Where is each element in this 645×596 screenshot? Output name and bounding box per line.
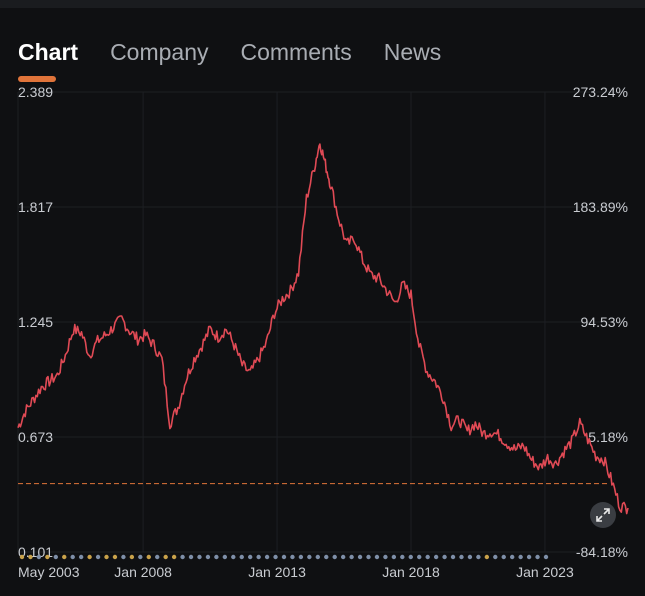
- price-chart[interactable]: 2.389 1.817 1.245 0.673 0.101 273.24% 183.89% 9…: [0, 80, 645, 591]
- x-tick-label: Jan 2008: [114, 564, 172, 580]
- event-marker-dot: [484, 554, 490, 560]
- event-marker-dot: [459, 554, 464, 560]
- expand-chart-button[interactable]: [590, 502, 616, 528]
- event-marker-dot: [155, 554, 160, 560]
- event-marker-dot: [433, 554, 439, 560]
- event-marker-dot: [383, 554, 388, 560]
- event-marker-dot: [171, 554, 177, 560]
- event-marker-dot: [104, 554, 109, 560]
- event-marker-dot: [112, 554, 118, 560]
- y-tick-label-left: 2.389: [18, 84, 53, 100]
- event-marker-dot: [281, 554, 287, 560]
- event-marker-dot: [197, 554, 202, 560]
- event-marker-dot: [188, 554, 194, 560]
- event-marker-dot: [374, 554, 380, 560]
- event-marker-dot: [45, 554, 50, 560]
- event-marker-dot: [273, 554, 278, 560]
- event-marker-dot: [526, 554, 532, 560]
- event-marker-dot: [535, 554, 540, 560]
- event-marker-dot: [450, 554, 456, 560]
- event-marker-dot: [205, 554, 211, 560]
- expand-arrows-icon: [596, 508, 610, 522]
- event-marker-dot: [476, 554, 481, 560]
- tab-chart[interactable]: Chart: [18, 36, 78, 82]
- y-tick-label-right: 94.53%: [581, 314, 628, 330]
- event-marker-dot: [222, 554, 228, 560]
- event-marker-dot: [146, 554, 151, 560]
- event-marker-dot: [138, 554, 143, 560]
- event-marker-dot: [493, 554, 498, 560]
- event-marker-dot: [121, 554, 126, 560]
- y-tick-label-right: -84.18%: [576, 544, 628, 560]
- price-series-line: [17, 143, 629, 515]
- event-marker-dot: [442, 554, 447, 560]
- event-marker-dot: [417, 554, 422, 560]
- event-marker-dot: [425, 554, 430, 560]
- event-marker-dot: [501, 554, 506, 560]
- event-marker-dot: [129, 554, 135, 560]
- event-marker-dot: [298, 554, 304, 560]
- event-marker-dot: [290, 554, 295, 560]
- event-marker-dot: [180, 554, 185, 560]
- x-tick-label: Jan 2023: [516, 564, 574, 580]
- chart-svg: 2.389 1.817 1.245 0.673 0.101 273.24% 183.89% 9…: [17, 84, 629, 580]
- y-tick-label-left: 0.101: [18, 544, 53, 560]
- top-bar: [0, 0, 645, 8]
- event-marker-dot: [256, 554, 261, 560]
- event-marker-dot: [70, 554, 75, 560]
- event-marker-dot: [247, 554, 253, 560]
- x-tick-label: May 2003: [18, 564, 80, 580]
- tab-company[interactable]: Company: [110, 39, 209, 65]
- event-marker-dot: [87, 554, 92, 560]
- event-marker-dot: [214, 554, 219, 560]
- event-marker-dot: [62, 554, 67, 560]
- event-marker-dot: [163, 554, 168, 560]
- event-marker-dot: [95, 554, 101, 560]
- event-marker-dot: [19, 554, 25, 560]
- tab-bar: Chart Company Comments News: [18, 36, 473, 82]
- x-tick-label: Jan 2018: [382, 564, 440, 580]
- event-marker-dot: [307, 554, 312, 560]
- event-marker-dot: [408, 554, 413, 560]
- event-marker-dot: [366, 554, 371, 560]
- event-marker-dot: [400, 554, 405, 560]
- y-tick-label-right: 273.24%: [573, 84, 628, 100]
- event-marker-dot: [231, 554, 236, 560]
- tab-news[interactable]: News: [383, 39, 442, 65]
- event-marker-dot: [53, 554, 59, 560]
- event-marker-dot: [239, 554, 244, 560]
- event-marker-dot: [324, 554, 329, 560]
- event-marker-dot: [509, 554, 515, 560]
- y-tick-label-right: 183.89%: [573, 199, 628, 215]
- event-marker-dot: [391, 554, 397, 560]
- event-marker-dot: [467, 554, 473, 560]
- event-marker-dot: [357, 554, 363, 560]
- event-marker-dot: [264, 554, 270, 560]
- event-marker-dot: [349, 554, 354, 560]
- tab-comments[interactable]: Comments: [240, 39, 352, 65]
- x-tick-label: Jan 2013: [248, 564, 306, 580]
- y-tick-label-left: 0.673: [18, 429, 53, 445]
- y-tick-label-right: 5.18%: [588, 429, 628, 445]
- event-marker-dot: [518, 554, 523, 560]
- event-marker-dot: [543, 554, 549, 560]
- event-marker-dot: [36, 554, 42, 560]
- y-tick-label-left: 1.245: [18, 314, 53, 330]
- event-marker-dot: [78, 554, 84, 560]
- y-tick-label-left: 1.817: [18, 199, 53, 215]
- event-marker-dot: [340, 554, 346, 560]
- event-marker-dot: [28, 554, 33, 560]
- event-marker-dot: [315, 554, 321, 560]
- event-marker-dot: [332, 554, 337, 560]
